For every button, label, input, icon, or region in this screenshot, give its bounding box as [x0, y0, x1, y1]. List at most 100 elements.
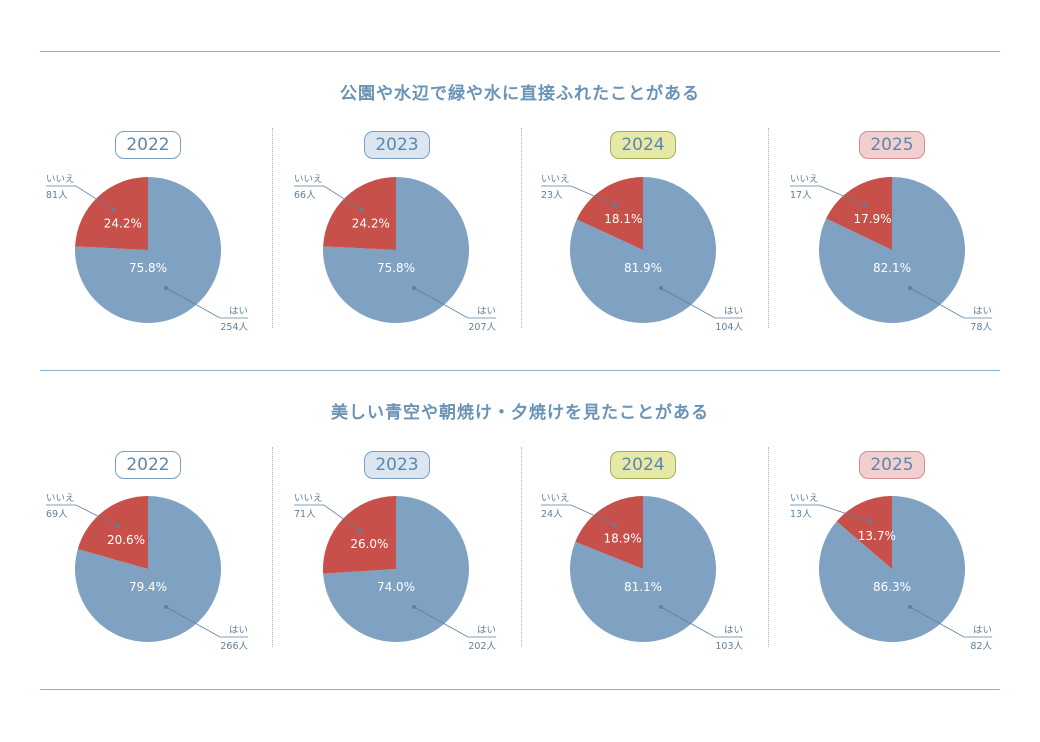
callout-line-no: [790, 185, 865, 206]
bottom-rule: [40, 689, 1000, 690]
pie-slice-yes: [818, 177, 965, 324]
column-divider: [521, 128, 522, 328]
count-yes: 82人: [970, 641, 992, 652]
pie-slice-no: [575, 496, 643, 569]
pie-slice-no: [75, 176, 148, 250]
percent-label-no: 26.0%: [350, 537, 388, 551]
year-badge-2022: 2022: [115, 131, 181, 159]
count-yes: 254人: [220, 322, 248, 333]
label-no: いいえ: [790, 174, 819, 185]
percent-label-yes: 74.0%: [377, 580, 415, 594]
percent-label-yes: 86.3%: [873, 580, 911, 594]
callout-line-yes: [165, 606, 248, 638]
middle-rule: [40, 370, 1000, 371]
callout-line-yes: [660, 606, 743, 638]
label-no: いいえ: [46, 174, 75, 185]
percent-label-no: 17.9%: [853, 212, 891, 226]
pie-slice-no: [77, 496, 148, 569]
label-no: いいえ: [790, 493, 819, 504]
year-badge-2024: 2024: [610, 451, 676, 479]
pie-slice-no: [836, 496, 892, 569]
callout-line-no: [294, 504, 361, 532]
count-no: 13人: [790, 509, 812, 520]
callout-line-no: [46, 504, 118, 527]
pie-slice-yes: [570, 496, 717, 643]
percent-label-no: 13.7%: [858, 529, 896, 543]
column-divider: [272, 447, 273, 647]
percent-label-no: 24.2%: [104, 217, 142, 231]
percent-label-no: 18.1%: [604, 212, 642, 226]
percent-label-yes: 81.1%: [624, 580, 662, 594]
count-yes: 207人: [468, 322, 496, 333]
pie-slice-yes: [569, 177, 716, 323]
percent-label-yes: 79.4%: [129, 580, 167, 594]
percent-label-no: 18.9%: [604, 532, 642, 546]
callout-line-no: [46, 185, 115, 211]
label-no: いいえ: [541, 493, 570, 504]
count-no: 81人: [46, 190, 68, 201]
count-yes: 266人: [220, 641, 248, 652]
callout-line-no: [294, 185, 363, 211]
label-yes: はい: [229, 306, 248, 317]
label-yes: はい: [229, 625, 248, 636]
year-badge-2024: 2024: [610, 131, 676, 159]
year-badge-2025: 2025: [859, 451, 925, 479]
year-badge-2023: 2023: [364, 451, 430, 479]
percent-label-yes: 81.9%: [624, 261, 662, 275]
column-divider: [272, 128, 273, 328]
callout-line-yes: [909, 287, 992, 319]
pie-slice-yes: [322, 177, 469, 324]
year-badge-2025: 2025: [859, 131, 925, 159]
column-divider: [768, 447, 769, 647]
pie-slice-no: [576, 177, 643, 250]
count-no: 23人: [541, 190, 563, 201]
callout-line-yes: [413, 287, 496, 319]
callout-line-yes: [909, 606, 992, 638]
label-yes: はい: [477, 625, 496, 636]
pie-slice-no: [323, 176, 396, 250]
count-no: 17人: [790, 190, 812, 201]
pie-slice-yes: [74, 177, 221, 324]
callout-line-yes: [413, 606, 496, 638]
callout-line-yes: [165, 287, 248, 319]
count-no: 69人: [46, 509, 68, 520]
year-badge-2022: 2022: [115, 451, 181, 479]
count-yes: 104人: [715, 322, 743, 333]
callout-line-no: [790, 504, 870, 522]
count-yes: 202人: [468, 641, 496, 652]
pie-slice-yes: [74, 496, 221, 642]
pie-slice-yes: [323, 496, 469, 642]
label-no: いいえ: [294, 174, 323, 185]
percent-label-yes: 75.8%: [377, 261, 415, 275]
label-yes: はい: [973, 306, 992, 317]
label-yes: はい: [724, 306, 743, 317]
percent-label-yes: 82.1%: [873, 261, 911, 275]
callout-line-no: [541, 185, 616, 206]
count-yes: 103人: [715, 641, 743, 652]
section-title-1: 公園や水辺で緑や水に直接ふれたことがある: [340, 84, 700, 104]
label-no: いいえ: [541, 174, 570, 185]
percent-label-yes: 75.8%: [129, 261, 167, 275]
count-no: 71人: [294, 509, 316, 520]
percent-label-no: 20.6%: [107, 533, 145, 547]
count-no: 66人: [294, 190, 316, 201]
percent-label-no: 24.2%: [352, 217, 390, 231]
label-no: いいえ: [294, 493, 323, 504]
pie-slice-yes: [819, 496, 966, 642]
count-yes: 78人: [970, 322, 992, 333]
label-yes: はい: [973, 625, 992, 636]
count-no: 24人: [541, 509, 563, 520]
pie-slice-no: [826, 176, 892, 250]
pie-slice-no: [322, 496, 396, 574]
section-title-2: 美しい青空や朝焼け・夕焼けを見たことがある: [331, 403, 709, 423]
label-no: いいえ: [46, 493, 75, 504]
column-divider: [768, 128, 769, 328]
callout-line-no: [541, 504, 615, 526]
callout-line-yes: [660, 287, 743, 319]
top-rule: [40, 51, 1000, 52]
label-yes: はい: [477, 306, 496, 317]
column-divider: [521, 447, 522, 647]
year-badge-2023: 2023: [364, 131, 430, 159]
label-yes: はい: [724, 625, 743, 636]
